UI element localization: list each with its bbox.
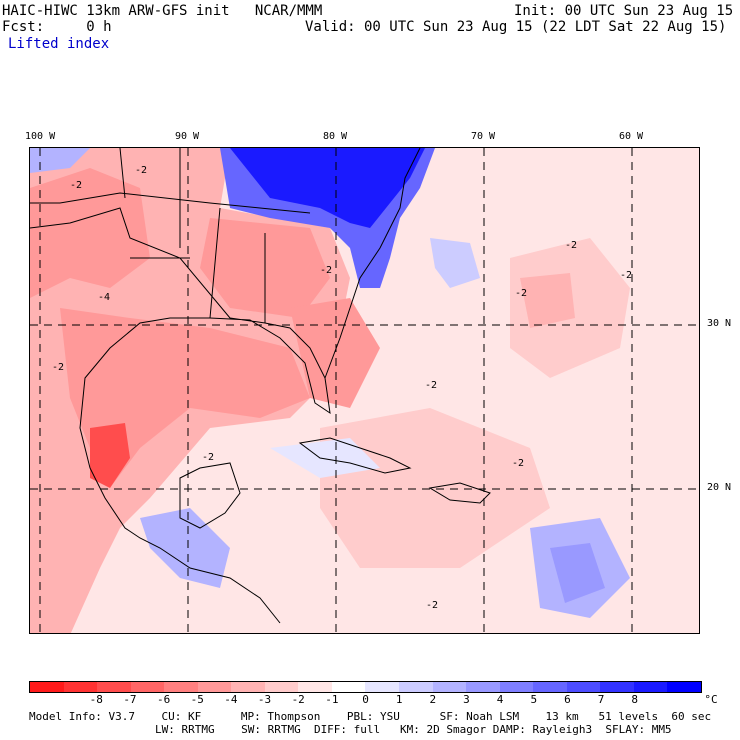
contour-label: -2 xyxy=(512,458,524,469)
negative-li-region-atlantic-core xyxy=(520,273,575,328)
contour-label: -2 xyxy=(515,288,527,299)
header-title-left: HAIC-HIWC 13km ARW-GFS init NCAR/MMM xyxy=(2,3,323,19)
colorbar-swatch xyxy=(566,682,601,692)
colorbar-tick-label: 7 xyxy=(597,693,605,706)
negative-li-region-caribbean xyxy=(320,408,550,568)
negative-li-region-texas xyxy=(30,168,150,298)
lon-label-80w: 80 W xyxy=(323,131,348,142)
colorbar-swatch xyxy=(264,682,299,692)
colorbar-tick-label: 4 xyxy=(496,693,504,706)
positive-li-core-northeast xyxy=(230,148,425,228)
header-valid: Valid: 00 UTC Sun 23 Aug 15 (22 LDT Sat … xyxy=(305,19,727,35)
contour-label: -2 xyxy=(70,180,82,191)
colorbar-swatch xyxy=(130,682,165,692)
contour-label: -4 xyxy=(98,292,110,303)
field-label: Lifted index xyxy=(8,36,110,52)
colorbar-swatch xyxy=(499,682,534,692)
colorbar-swatch xyxy=(466,682,500,692)
contour-labels: -2 -2 -4 -2 -2 -2 -2 -2 -2 -2 -2 -2 xyxy=(52,165,632,611)
colorbar-tick-label: -1 xyxy=(325,693,339,706)
lon-label-60w: 60 W xyxy=(619,131,644,142)
colorbar-swatch xyxy=(667,682,701,692)
colorbar-tick-label: -7 xyxy=(123,693,137,706)
colorbar-tick-label: -6 xyxy=(156,693,171,706)
colorbar-swatch xyxy=(63,682,98,692)
colorbar-tick-label: 0 xyxy=(362,693,369,706)
colorbar-swatch xyxy=(399,682,433,692)
colorbar-tick-label: -3 xyxy=(257,693,272,706)
colorbar-swatch xyxy=(164,682,198,692)
colorbar-swatch xyxy=(600,682,634,692)
footer-line-2: LW: RRTMG SW: RRTMG DIFF: full KM: 2D Sm… xyxy=(155,723,672,736)
positive-li-region-mid-atlantic xyxy=(430,238,480,288)
contour-label: -2 xyxy=(425,380,437,391)
colorbar-swatch xyxy=(331,682,366,692)
colorbar-tick-label: 1 xyxy=(395,693,403,706)
contour-label: -2 xyxy=(52,362,64,373)
colorbar xyxy=(29,681,702,693)
header-fcst: Fcst: 0 h xyxy=(2,19,112,35)
negative-li-core xyxy=(90,423,130,488)
colorbar-swatch xyxy=(633,682,668,692)
lat-label-20n: 20 N xyxy=(707,482,732,493)
colorbar-tick-label: -2 xyxy=(291,693,305,706)
contour-label: -2 xyxy=(320,265,332,276)
contour-label: -2 xyxy=(135,165,147,176)
colorbar-tick-label: -4 xyxy=(224,693,238,706)
colorbar-swatch xyxy=(298,682,332,692)
footer-line-1: Model Info: V3.7 CU: KF MP: Thompson PBL… xyxy=(29,710,712,723)
colorbar-tick-label: 2 xyxy=(429,693,437,706)
contour-label: -2 xyxy=(202,452,214,463)
positive-li-region-northwest xyxy=(30,148,90,173)
colorbar-tick-label: 8 xyxy=(631,693,638,706)
contour-label: -2 xyxy=(565,240,577,251)
lon-label-90w: 90 W xyxy=(175,131,200,142)
colorbar-tick-label: -8 xyxy=(89,693,103,706)
colorbar-swatch xyxy=(231,682,265,692)
colorbar-swatch xyxy=(30,682,64,692)
colorbar-swatch xyxy=(533,682,567,692)
contour-label: -2 xyxy=(620,270,632,281)
colorbar-swatch xyxy=(432,682,467,692)
positive-li-core-southeast-ocean xyxy=(550,543,605,603)
map-svg: -2 -2 -4 -2 -2 -2 -2 -2 -2 -2 -2 -2 xyxy=(30,148,699,633)
positive-li-region-cuba xyxy=(270,438,380,478)
colorbar-swatch xyxy=(197,682,232,692)
latlon-grid xyxy=(30,148,699,633)
colorbar-swatch xyxy=(97,682,131,692)
coastlines xyxy=(30,148,491,624)
lon-label-100w: 100 W xyxy=(25,131,56,142)
contour-label: -2 xyxy=(426,600,438,611)
colorbar-tick-label: 3 xyxy=(463,693,470,706)
lat-label-30n: 30 N xyxy=(707,318,732,329)
colorbar-unit: °C xyxy=(704,693,718,706)
colorbar-tick-label: -5 xyxy=(190,693,204,706)
positive-li-region-central-america xyxy=(140,508,230,588)
colorbar-tick-label: 6 xyxy=(564,693,571,706)
lon-label-70w: 70 W xyxy=(471,131,496,142)
colorbar-tick-label: 5 xyxy=(530,693,538,706)
header-init: Init: 00 UTC Sun 23 Aug 15 xyxy=(514,3,734,19)
lifted-index-map: -2 -2 -4 -2 -2 -2 -2 -2 -2 -2 -2 -2 xyxy=(29,147,700,634)
colorbar-swatch xyxy=(365,682,400,692)
